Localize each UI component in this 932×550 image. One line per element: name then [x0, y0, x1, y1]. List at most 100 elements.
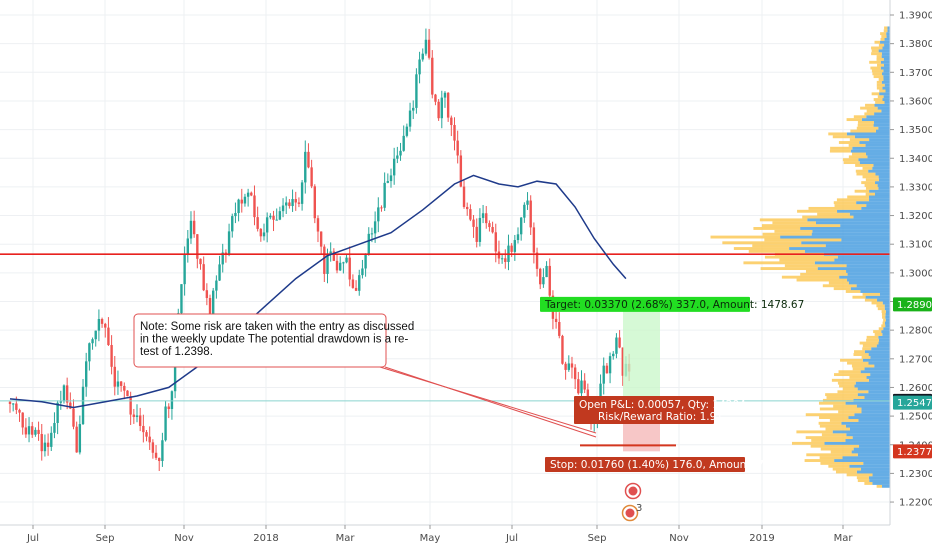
profile-bar-down: [855, 381, 890, 385]
profile-bar-up: [805, 436, 853, 440]
candle-body: [558, 322, 561, 336]
profile-bar-down: [862, 358, 890, 362]
candle-body: [300, 182, 304, 204]
profile-bar-down: [847, 278, 890, 282]
profile-bar-down: [837, 255, 890, 259]
profile-bar-down: [869, 479, 890, 483]
profile-bar-up: [843, 161, 860, 165]
profile-bar-up: [848, 155, 868, 159]
candle-body: [462, 186, 466, 207]
profile-bar-down: [859, 444, 890, 448]
candle-body: [145, 432, 148, 437]
profile-bar-down: [817, 267, 890, 271]
profile-bar-down: [869, 138, 890, 142]
profile-bar-down: [848, 416, 890, 419]
profile-bar-up: [871, 69, 884, 73]
candle-body: [466, 206, 469, 210]
profile-bar-down: [879, 92, 890, 96]
profile-bar-down: [882, 301, 890, 305]
event-badge-2-icon: [625, 508, 635, 518]
candle-body: [478, 217, 482, 242]
candle-body: [281, 205, 285, 212]
profile-bar-up: [722, 241, 802, 245]
profile-bar-down: [881, 55, 890, 59]
candle-body: [440, 97, 443, 119]
profile-bar-down: [801, 241, 890, 245]
profile-bar-down: [852, 146, 890, 150]
profile-bar-down: [780, 235, 890, 239]
price-tick-label: 1.39000: [899, 11, 932, 22]
candle-body: [215, 280, 218, 291]
candle-body: [605, 365, 609, 374]
candle-body: [46, 442, 50, 447]
target-label[interactable]: Target: 0.03370 (2.68%) 337.0, Amount: 1…: [540, 296, 804, 312]
profile-bar-down: [859, 141, 890, 144]
candle-body: [65, 385, 69, 403]
candle-body: [427, 39, 431, 58]
candle-body: [532, 227, 536, 253]
volume-profile: [710, 26, 890, 488]
candle-body: [250, 192, 253, 196]
candle-body: [561, 335, 564, 364]
profile-bar-down: [832, 430, 890, 434]
event-badge-1-icon: [628, 486, 638, 496]
profile-bar-up: [864, 481, 873, 485]
profile-bar-down: [850, 149, 890, 153]
profile-bar-up: [842, 158, 859, 162]
profile-bar-down: [864, 396, 890, 399]
candle-body: [329, 251, 332, 254]
candle-body: [412, 107, 415, 111]
profile-bar-up: [856, 476, 869, 480]
profile-bar-up: [880, 37, 885, 41]
note-callout[interactable]: Note: Some risk are taken with the entry…: [133, 313, 597, 438]
candle-body: [208, 298, 212, 319]
candle-body: [189, 220, 193, 239]
profile-bar-down: [815, 221, 890, 225]
profile-bar-down: [804, 249, 890, 253]
profile-bar-down: [880, 66, 890, 70]
profile-bar-up: [875, 100, 885, 104]
profile-bar-up: [881, 312, 886, 316]
profile-bar-down: [877, 298, 890, 302]
profile-bar-up: [832, 467, 861, 471]
profile-bar-down: [882, 86, 890, 90]
candle-body: [542, 277, 545, 285]
time-tick-label: Nov: [669, 533, 689, 544]
profile-bar-up: [881, 35, 887, 38]
profile-bar-down: [845, 401, 890, 405]
profile-bar-down: [883, 63, 890, 67]
profile-bar-down: [846, 269, 890, 273]
candle-body: [24, 427, 28, 435]
profile-bar-down: [878, 335, 890, 339]
candle-body: [183, 254, 186, 285]
profile-bar-down: [834, 258, 890, 262]
profile-bar-down: [883, 78, 890, 81]
open-pnl-label[interactable]: Open P&L: 0.00057, Qty: 14204Risk/Reward…: [574, 396, 746, 424]
profile-bar-up: [829, 418, 859, 422]
time-tick-label: May: [420, 533, 441, 544]
profile-bar-down: [883, 75, 890, 79]
candle-body: [37, 429, 40, 435]
event-badges[interactable]: 3: [621, 482, 643, 522]
candle-body: [196, 234, 199, 259]
candle-body: [313, 186, 316, 219]
candle-body: [246, 192, 250, 197]
overlays: Target: 0.03370 (2.68%) 337.0, Amount: 1…: [0, 174, 890, 522]
profile-bar-up: [811, 439, 846, 442]
stop-label[interactable]: Stop: 0.01760 (1.40%) 176.0, Amount: 750…: [545, 457, 794, 472]
candle-body: [456, 140, 459, 156]
profile-bar-down: [807, 218, 890, 222]
candle-body: [367, 233, 370, 255]
profile-bar-down: [825, 244, 890, 248]
candle-body: [539, 268, 542, 285]
candle-body: [40, 434, 43, 452]
profile-bar-up: [819, 424, 846, 428]
profile-bar-down: [884, 100, 890, 104]
note-box[interactable]: [133, 313, 387, 368]
profile-bar-down: [886, 35, 890, 38]
profile-bar-down: [881, 52, 890, 56]
profile-bar-up: [847, 361, 869, 365]
profile-bar-down: [865, 295, 890, 299]
candle-body: [621, 347, 624, 376]
candle-body: [364, 254, 367, 269]
